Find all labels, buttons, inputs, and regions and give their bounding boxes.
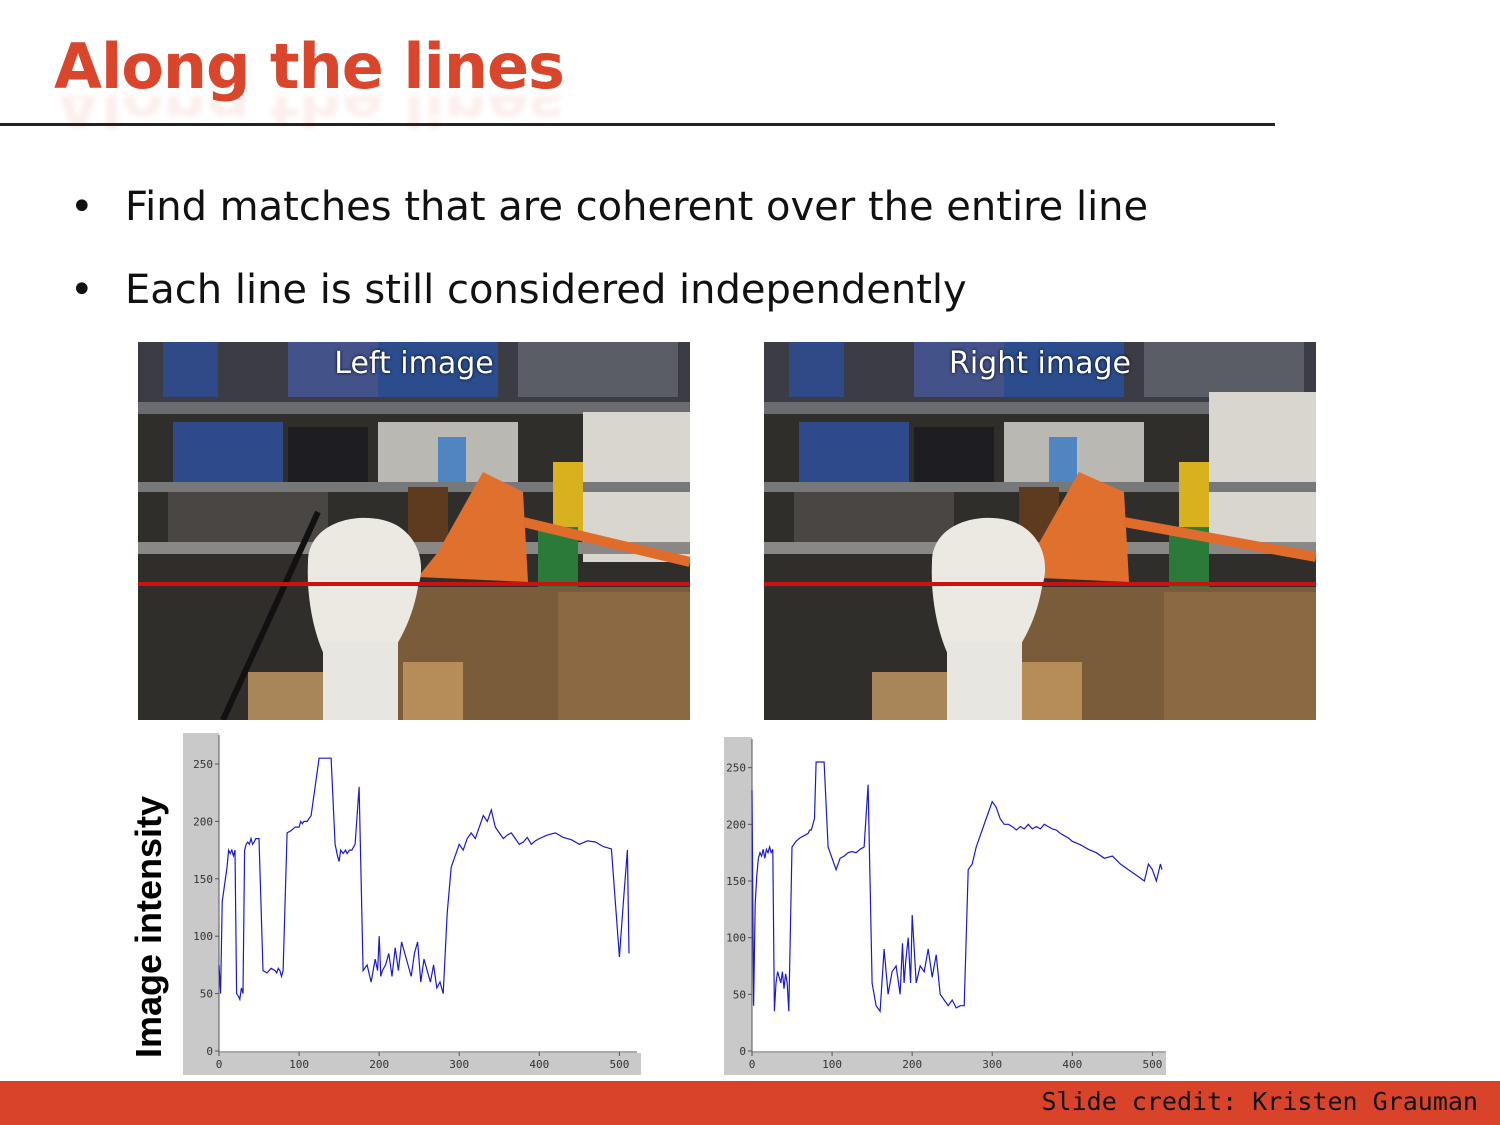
x-tick-label: 100 <box>289 1058 309 1071</box>
right-scene <box>764 342 1316 720</box>
x-tick-label: 400 <box>1062 1058 1082 1071</box>
right-image-label: Right image <box>949 346 1131 381</box>
left-image: Left image <box>138 342 690 720</box>
intensity-line <box>751 761 1163 1014</box>
bullet-dot: • <box>70 267 94 313</box>
plot-axis-margin-bottom <box>724 1053 1166 1075</box>
x-tick-label: 200 <box>902 1058 922 1071</box>
bullet-dot: • <box>70 184 94 230</box>
slide-credit: Slide credit: Kristen Grauman <box>1041 1087 1479 1116</box>
left-intensity-plot: 0 50 100 150 200 250 0 100 200 300 400 500 <box>183 733 641 1075</box>
y-tick-label: 200 <box>193 815 213 828</box>
slide-title-reflection: Along the lines <box>54 96 564 140</box>
title-rule <box>0 123 1275 126</box>
y-axis-label: Image intensity <box>128 795 169 1058</box>
y-tick-label: 200 <box>726 818 746 831</box>
x-tick-label: 300 <box>449 1058 469 1071</box>
bullet-item: • Find matches that are coherent over the… <box>70 180 1148 263</box>
x-tick-label: 0 <box>749 1058 756 1071</box>
y-tick-label: 150 <box>726 875 746 888</box>
bullet-text: Each line is still considered independen… <box>125 267 967 313</box>
y-tick-label: 0 <box>739 1045 746 1058</box>
y-tick-label: 100 <box>726 932 746 945</box>
left-scene <box>138 342 690 720</box>
bullet-text: Find matches that are coherent over the … <box>125 184 1149 230</box>
plot-axis-margin-bottom <box>183 1053 641 1075</box>
right-image: Right image <box>764 342 1316 720</box>
slide-title: Along the lines <box>54 30 565 103</box>
bullet-item: • Each line is still considered independe… <box>70 263 1148 346</box>
y-tick-label: 50 <box>733 988 746 1001</box>
x-tick-label: 500 <box>1142 1058 1162 1071</box>
tick-group: 0 50 100 150 200 250 0 100 200 300 400 500 <box>193 735 637 1071</box>
plot-axis-margin-left <box>183 733 219 1075</box>
plot-axis-margin-left <box>724 737 752 1075</box>
x-tick-label: 400 <box>529 1058 549 1071</box>
bullet-list: • Find matches that are coherent over the… <box>70 180 1148 346</box>
x-tick-label: 500 <box>609 1058 629 1071</box>
x-tick-label: 200 <box>369 1058 389 1071</box>
y-tick-label: 250 <box>193 758 213 771</box>
left-image-label: Left image <box>334 346 494 381</box>
y-tick-label: 0 <box>206 1045 213 1058</box>
plot-area <box>219 733 641 1053</box>
y-tick-label: 50 <box>200 988 213 1001</box>
intensity-line <box>218 757 630 1002</box>
y-tick-label: 100 <box>193 930 213 943</box>
x-tick-label: 100 <box>822 1058 842 1071</box>
x-tick-label: 0 <box>216 1058 223 1071</box>
x-tick-label: 300 <box>982 1058 1002 1071</box>
footer-bar: Slide credit: Kristen Grauman <box>0 1081 1500 1125</box>
plot-area <box>752 737 1166 1053</box>
y-tick-label: 250 <box>726 762 746 775</box>
right-intensity-plot: 0 50 100 150 200 250 0 100 200 300 400 500 <box>724 737 1166 1075</box>
y-tick-label: 150 <box>193 873 213 886</box>
